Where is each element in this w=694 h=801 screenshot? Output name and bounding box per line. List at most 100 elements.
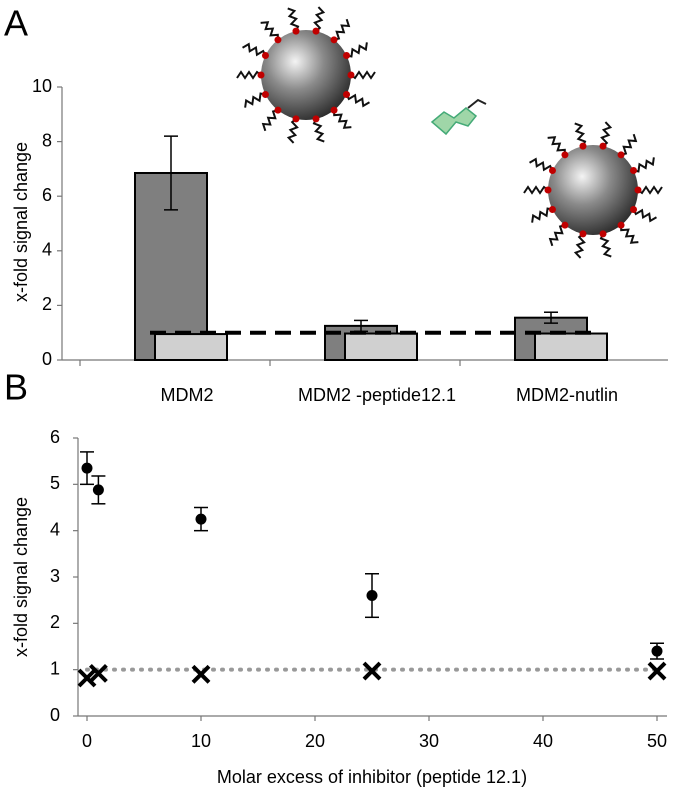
x-tick-label: 40 [533, 731, 553, 751]
ligand-dot [634, 186, 642, 194]
ligand-dot [274, 106, 282, 114]
x-tick-label: 20 [305, 731, 325, 751]
ligand [573, 233, 586, 259]
panel-label: A [4, 3, 28, 44]
error-bar [164, 135, 178, 211]
ligand-dot [579, 142, 587, 150]
error-bar [544, 311, 558, 324]
point [366, 590, 378, 602]
ligand-dot [617, 151, 625, 159]
bar [344, 332, 418, 362]
ligand-dot [599, 142, 607, 150]
x-axis-label: Molar excess of inhibitor (peptide 12.1) [217, 767, 527, 787]
ligand-dot [347, 71, 355, 79]
ligand [637, 185, 663, 195]
ligand-dot [544, 186, 552, 194]
x-tick-label: MDM2 [161, 385, 214, 405]
nanoparticle [548, 145, 638, 235]
y-tick-label: 2 [42, 294, 52, 314]
y-tick-label: 6 [50, 427, 60, 447]
y-tick-label: 5 [50, 473, 60, 493]
ligand-dot [579, 230, 587, 238]
point [195, 513, 207, 525]
point [651, 645, 663, 657]
ligand [312, 118, 325, 143]
cross-point [647, 661, 667, 681]
x-tick-label: 10 [191, 731, 211, 751]
ligand [633, 157, 655, 173]
ligand-dot [330, 36, 338, 44]
y-tick-label: 10 [32, 76, 52, 96]
y-axis-label: x-fold signal change [11, 142, 31, 302]
y-axis-label: x-fold signal change [11, 497, 31, 657]
x-tick-label: MDM2 -peptide12.1 [298, 385, 456, 405]
ligand [345, 93, 370, 108]
y-tick-label: 3 [50, 566, 60, 586]
y-tick-label: 4 [42, 240, 52, 260]
ligand-dot [261, 91, 269, 99]
y-tick-label: 4 [50, 519, 60, 539]
protein-tail [467, 98, 487, 109]
ligand [244, 92, 266, 108]
ligand-dot [548, 206, 556, 214]
y-tick-label: 1 [50, 658, 60, 678]
y-tick-label: 2 [50, 612, 60, 632]
point [92, 484, 104, 496]
ligand [632, 208, 657, 223]
ligand [346, 42, 368, 58]
protein [430, 107, 478, 136]
y-tick-label: 0 [50, 705, 60, 725]
cross-point [191, 664, 211, 684]
ligand-dot [617, 221, 625, 229]
ligand [242, 42, 267, 57]
ligand-dot [330, 106, 338, 114]
ligand-dot [343, 91, 351, 99]
ligand-dot [261, 51, 269, 59]
ligand [599, 233, 612, 258]
ligand-dot [561, 221, 569, 229]
nanoparticle [261, 30, 351, 120]
ligand-dot [630, 166, 638, 174]
x-tick-label: 0 [82, 731, 92, 751]
cross-point [362, 661, 382, 681]
ligand [333, 18, 351, 41]
x-tick-label: 30 [419, 731, 439, 751]
y-tick-label: 6 [42, 185, 52, 205]
ligand [620, 133, 638, 156]
ligand-dot [312, 115, 320, 123]
cross-point [88, 663, 108, 683]
ligand [620, 225, 639, 244]
ligand [286, 118, 299, 144]
illustrations [236, 6, 663, 259]
ligand-dot [257, 71, 265, 79]
y-tick-label: 0 [42, 349, 52, 369]
ligand [236, 70, 262, 80]
point [81, 462, 93, 474]
ligand-dot [630, 206, 638, 214]
panel-label: B [4, 367, 28, 408]
ligand [260, 21, 279, 40]
ligand [287, 7, 300, 32]
y-tick-label: 8 [42, 130, 52, 150]
ligand-dot [599, 230, 607, 238]
ligand-dot [343, 51, 351, 59]
ligand-dot [561, 151, 569, 159]
ligand-dot [312, 27, 320, 35]
ligand [529, 157, 554, 172]
ligand [574, 122, 587, 147]
x-tick-label: MDM2-nutlin [516, 385, 618, 405]
ligand-dot [292, 27, 300, 35]
ligand [531, 207, 553, 223]
bar [154, 333, 228, 362]
cross-point [77, 668, 97, 688]
ligand [313, 6, 326, 32]
ligand [261, 109, 279, 132]
bar [534, 332, 608, 362]
ligand [548, 224, 566, 247]
x-tick-label: 50 [647, 731, 667, 751]
ligand [350, 70, 376, 80]
ligand-dot [292, 115, 300, 123]
ligand [523, 185, 549, 195]
ligand [547, 136, 566, 155]
